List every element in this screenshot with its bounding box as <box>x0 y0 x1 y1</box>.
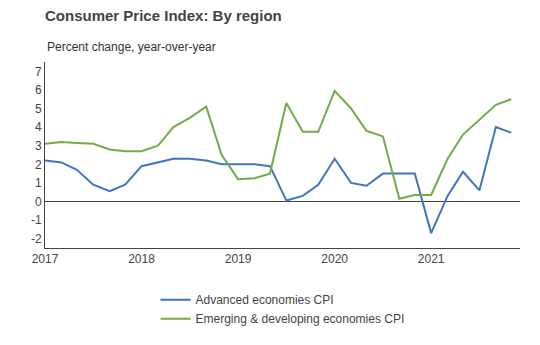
svg-text:6: 6 <box>35 83 42 97</box>
svg-text:0: 0 <box>35 195 42 209</box>
svg-text:4: 4 <box>35 120 42 134</box>
svg-text:Advanced economies CPI: Advanced economies CPI <box>196 293 334 307</box>
svg-text:3: 3 <box>35 139 42 153</box>
svg-text:7: 7 <box>35 65 42 79</box>
svg-text:2021: 2021 <box>418 252 445 266</box>
svg-text:-2: -2 <box>31 232 42 246</box>
svg-text:Percent change, year-over-year: Percent change, year-over-year <box>47 40 216 54</box>
svg-text:Emerging & developing economie: Emerging & developing economies CPI <box>196 312 405 326</box>
svg-text:1: 1 <box>35 176 42 190</box>
svg-text:5: 5 <box>35 102 42 116</box>
svg-text:2020: 2020 <box>321 252 348 266</box>
svg-text:2017: 2017 <box>32 252 59 266</box>
svg-text:2: 2 <box>35 158 42 172</box>
svg-text:2019: 2019 <box>225 252 252 266</box>
svg-text:Consumer Price Index: By regio: Consumer Price Index: By region <box>45 7 282 24</box>
svg-text:2018: 2018 <box>128 252 155 266</box>
svg-text:-1: -1 <box>31 213 42 227</box>
